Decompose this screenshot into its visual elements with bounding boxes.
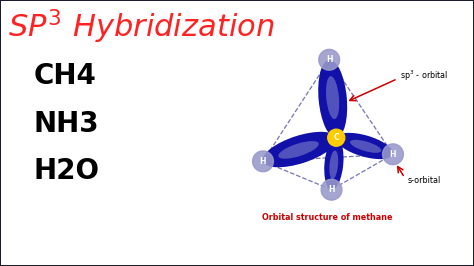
- Ellipse shape: [350, 140, 382, 153]
- Text: H2O: H2O: [34, 157, 100, 185]
- Ellipse shape: [318, 60, 347, 138]
- Ellipse shape: [326, 76, 339, 119]
- Text: $\mathit{SP}^3\ \mathit{Hybridization}$: $\mathit{SP}^3\ \mathit{Hybridization}$: [8, 8, 274, 46]
- Circle shape: [253, 151, 273, 172]
- Text: Orbital structure of methane: Orbital structure of methane: [262, 213, 392, 222]
- Ellipse shape: [336, 133, 393, 159]
- Text: CH4: CH4: [34, 62, 97, 90]
- Circle shape: [383, 144, 403, 165]
- Text: s-orbital: s-orbital: [407, 176, 440, 185]
- Ellipse shape: [329, 151, 338, 179]
- Text: H: H: [390, 150, 396, 159]
- Circle shape: [328, 129, 345, 146]
- Circle shape: [321, 179, 342, 200]
- Text: sp$^3$ - orbital: sp$^3$ - orbital: [400, 69, 448, 84]
- Text: C: C: [333, 133, 339, 142]
- Text: H: H: [328, 185, 335, 194]
- Text: H: H: [260, 157, 266, 166]
- Text: H: H: [326, 55, 332, 64]
- Text: NH3: NH3: [34, 110, 100, 138]
- Ellipse shape: [263, 132, 337, 167]
- Ellipse shape: [324, 138, 344, 190]
- Ellipse shape: [278, 141, 319, 159]
- Circle shape: [319, 49, 339, 70]
